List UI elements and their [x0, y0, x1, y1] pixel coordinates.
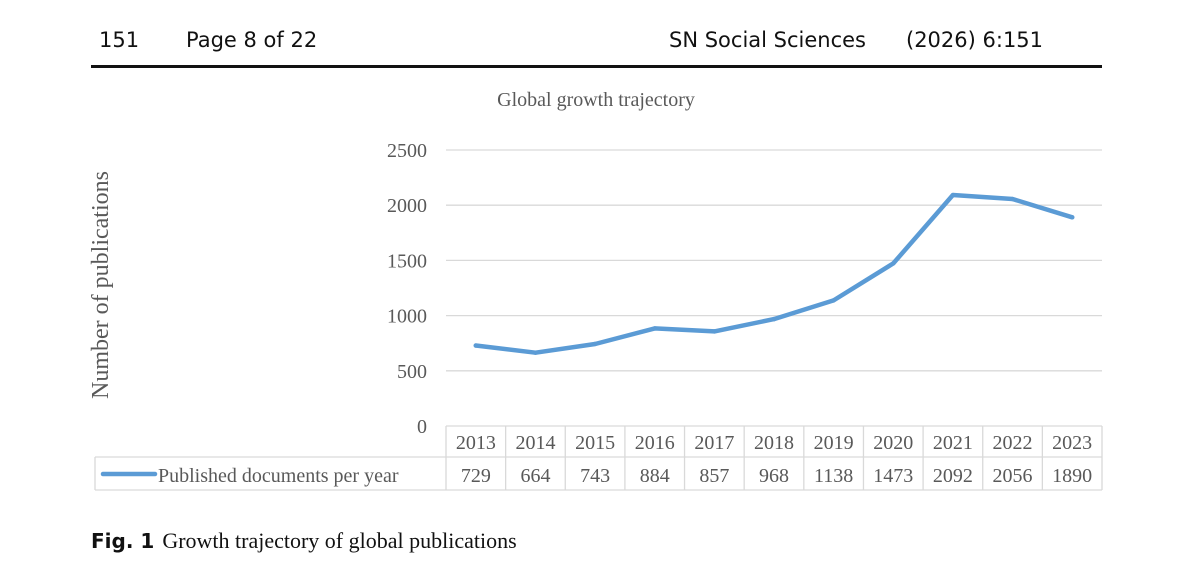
x-tick-label: 2015 [575, 432, 615, 454]
citation: (2026) 6:151 [906, 28, 1044, 52]
data-table-value: 968 [759, 465, 789, 487]
data-table-value: 729 [461, 465, 491, 487]
data-table-value: 743 [580, 465, 610, 487]
legend-label: Published documents per year [158, 465, 399, 487]
page-of-total: Page 8 of 22 [186, 28, 318, 52]
x-tick-label: 2013 [456, 432, 496, 454]
x-tick-label: 2023 [1052, 432, 1092, 454]
line-chart: Global growth trajectory Number of public… [88, 89, 1103, 491]
chart-title: Global growth trajectory [497, 89, 695, 111]
y-tick-label: 1000 [387, 306, 427, 328]
data-point [473, 343, 479, 348]
data-point [1010, 196, 1015, 202]
figure-label: Fig. 1 [91, 529, 155, 553]
x-tick-label: 2017 [694, 432, 734, 454]
x-tick-label: 2018 [754, 432, 794, 454]
y-tick-label: 500 [397, 361, 427, 383]
data-point [1069, 215, 1075, 220]
data-point [533, 350, 538, 355]
page-number: 151 [99, 28, 140, 52]
journal-name: SN Social Sciences [669, 28, 866, 52]
data-table-value: 884 [640, 465, 670, 487]
data-point [771, 316, 777, 322]
data-table-value: 1473 [873, 465, 913, 487]
data-table-value: 2056 [993, 465, 1033, 487]
data-table-value: 2092 [933, 465, 973, 487]
figure-caption-text: Growth trajectory of global publications [162, 528, 517, 553]
figure-caption: Fig. 1 Growth trajectory of global public… [91, 528, 517, 554]
x-tick-label: 2021 [933, 432, 973, 454]
x-tick-label: 2019 [814, 432, 854, 454]
data-table-value: 664 [520, 465, 550, 487]
data-point [891, 261, 896, 266]
x-tick-label: 2016 [635, 432, 675, 454]
series-line [473, 192, 1075, 355]
data-point [950, 192, 956, 198]
data-table-value: 1890 [1052, 465, 1092, 487]
data-table-value: 1138 [814, 465, 853, 487]
header-rule [91, 65, 1102, 68]
data-point [712, 329, 717, 334]
data-point [592, 341, 598, 347]
x-tick-label: 2022 [993, 432, 1033, 454]
x-tick-label: 2014 [515, 432, 555, 454]
data-point [831, 298, 836, 303]
y-tick-label: 2500 [387, 140, 427, 162]
y-tick-label: 1500 [387, 250, 427, 272]
data-table-value: 857 [699, 465, 729, 487]
x-tick-label: 2020 [873, 432, 913, 454]
y-tick-label: 0 [417, 416, 427, 438]
y-tick-label: 2000 [387, 195, 427, 217]
data-point [652, 326, 657, 331]
y-axis-label: Number of publications [88, 171, 114, 399]
